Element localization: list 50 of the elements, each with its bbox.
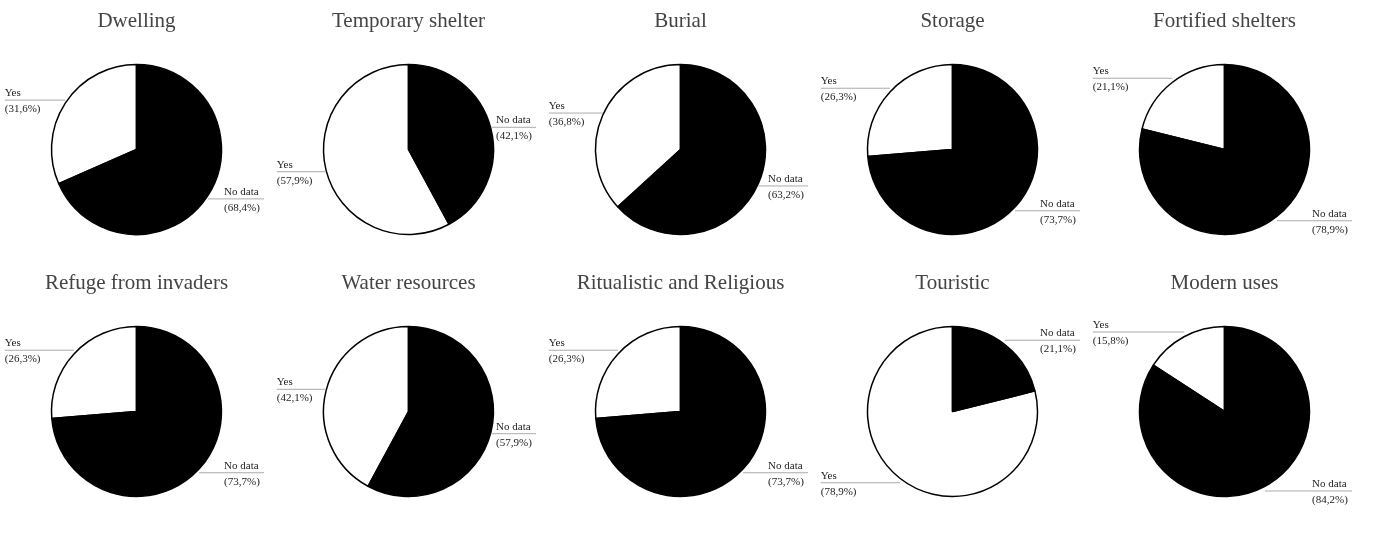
slice-label: No data — [1312, 477, 1347, 490]
data-label: (42,1%) — [276, 391, 313, 405]
data-label: (26,3%) — [548, 352, 585, 366]
data-label: (21,1%) — [1040, 342, 1077, 356]
chart-title: Dwelling — [97, 7, 177, 32]
slice-label: No data — [1040, 196, 1075, 209]
slice-label: No data — [496, 419, 531, 432]
slice-label: Yes — [1092, 318, 1109, 331]
chart-title: Fortified shelters — [1153, 7, 1296, 32]
data-label: (73,7%) — [768, 474, 805, 488]
chart-title: Ritualistic and Religious — [576, 269, 785, 294]
data-label: (26,3%) — [820, 90, 857, 104]
slice-label: No data — [1040, 326, 1075, 339]
slice-label: Yes — [548, 99, 565, 112]
slice-label: No data — [768, 458, 803, 471]
data-label: (15,8%) — [1092, 333, 1129, 347]
data-label: (78,9%) — [820, 484, 857, 498]
slice-label: Yes — [276, 375, 293, 388]
slice-label: No data — [224, 185, 259, 198]
slice-label: No data — [1312, 206, 1347, 219]
data-label: (21,1%) — [1092, 80, 1129, 94]
data-label: (36,8%) — [548, 114, 585, 128]
data-label: (73,7%) — [1040, 212, 1077, 226]
slice-label: Yes — [276, 157, 293, 170]
data-label: (84,2%) — [1312, 492, 1349, 506]
chart-title: Refuge from invaders — [44, 269, 229, 294]
data-label: (57,9%) — [496, 435, 533, 449]
slice-label: No data — [224, 458, 259, 471]
slice-label: No data — [768, 172, 803, 185]
slice-label: Yes — [548, 336, 565, 349]
data-label: (68,4%) — [224, 200, 261, 214]
slice-label: Yes — [1092, 64, 1109, 77]
chart-title: Touristic — [915, 269, 990, 294]
chart-title: Temporary shelter — [331, 7, 486, 32]
chart-title: Burial — [654, 7, 707, 32]
chart-title: Water resources — [341, 269, 476, 294]
data-label: (26,3%) — [4, 352, 41, 366]
data-label: (78,9%) — [1312, 222, 1349, 236]
data-label: (57,9%) — [276, 173, 313, 187]
slice-label: Yes — [820, 74, 837, 87]
slice-label: Yes — [4, 86, 21, 99]
slice-label: Yes — [4, 336, 21, 349]
data-label: (42,1%) — [496, 129, 533, 143]
data-label: (73,7%) — [224, 474, 261, 488]
data-label: (63,2%) — [768, 187, 805, 201]
chart-title: Modern uses — [1170, 269, 1279, 294]
slice-label: No data — [496, 113, 531, 126]
slice-label: Yes — [820, 468, 837, 481]
data-label: (31,6%) — [4, 101, 41, 115]
chart-title: Storage — [920, 7, 985, 32]
